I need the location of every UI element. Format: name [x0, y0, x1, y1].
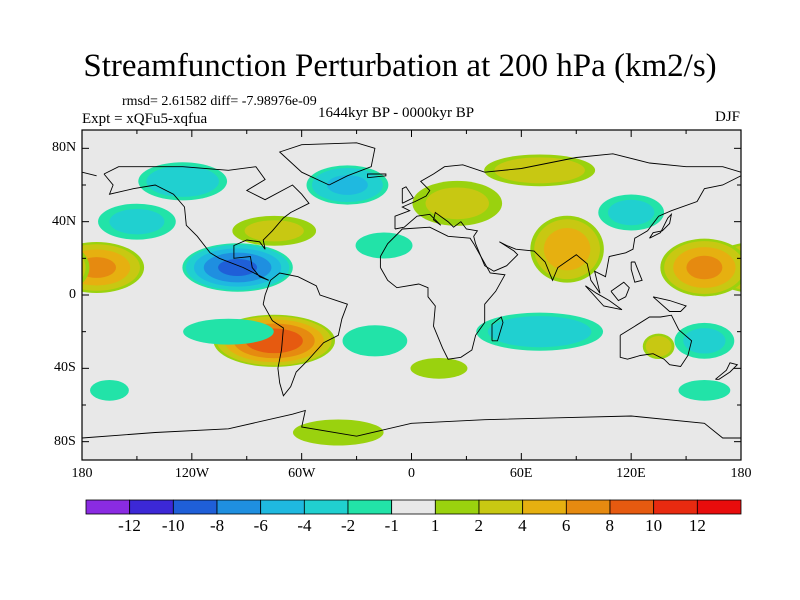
anomaly-cell [494, 157, 585, 184]
colorbar-box [85, 499, 131, 515]
coastline [652, 296, 687, 312]
stats-label: rmsd= 2.61582 diff= -7.98976e-09 [122, 94, 317, 109]
anomaly-cell [487, 316, 592, 348]
anomaly-cell [355, 232, 413, 259]
coastline [82, 409, 741, 439]
coastline [649, 212, 673, 239]
anomaly-cell [146, 165, 219, 197]
anomaly-cell [425, 187, 489, 220]
anomaly-cell [14, 247, 76, 288]
anomaly-cell [645, 335, 672, 357]
colorbar-box [129, 499, 174, 515]
anomaly-cell [607, 199, 655, 226]
coastline [262, 272, 348, 397]
experiment-label: Expt = xQFu5-xqfua [82, 111, 208, 127]
season-label: DJF [714, 109, 740, 125]
coastline [401, 186, 414, 204]
colorbar-box [522, 499, 567, 515]
coastline [367, 173, 387, 179]
colorbar-box [347, 499, 393, 515]
anomaly-cell [82, 257, 117, 278]
coastline [715, 362, 739, 380]
anomaly-cell [90, 379, 129, 401]
colorbar-box [172, 499, 218, 515]
anomaly-cell [183, 318, 274, 345]
coastline-layer [82, 142, 741, 439]
chart-title: Streamfunction Perturbation at 200 hPa (… [83, 48, 717, 84]
anomaly-cell [410, 357, 468, 379]
coastline [491, 316, 504, 342]
coastline [379, 226, 506, 360]
coastline [278, 142, 376, 186]
colorbar-box [696, 499, 742, 515]
anomaly-cell [109, 208, 165, 235]
anomaly-cell [326, 175, 368, 195]
period-label: 1644kyr BP - 0000kyr BP [318, 105, 475, 121]
coastline [585, 285, 623, 311]
coastline [394, 153, 741, 229]
coastline [394, 175, 741, 294]
anomaly-cell [543, 227, 591, 271]
colorbar-box [565, 499, 611, 515]
colorbar-box [434, 499, 480, 515]
colorbar-box [609, 499, 655, 515]
coastline [619, 314, 693, 367]
anomaly-cell [678, 379, 731, 401]
coastline [82, 171, 97, 177]
coastline [103, 166, 310, 281]
anomaly-cell [82, 251, 90, 284]
coastline [630, 261, 643, 283]
colorbar-box [260, 499, 305, 515]
anomaly-cell [342, 325, 408, 357]
anomaly-layer [14, 154, 741, 446]
anomaly-cell [736, 260, 741, 275]
anomaly-cell [244, 220, 304, 242]
anomaly-cell [82, 256, 86, 279]
anomaly-cell [218, 258, 258, 277]
coastline [610, 281, 630, 302]
anomaly-cell [686, 255, 723, 280]
colorbar-box [303, 499, 349, 515]
anomaly-cell [683, 328, 726, 354]
colorbar-box [391, 499, 436, 515]
colorbar-box [216, 499, 262, 515]
colorbar-box [478, 499, 524, 515]
anomaly-cell [27, 256, 63, 280]
anomaly-cell [292, 419, 384, 446]
colorbar-box [653, 499, 698, 515]
